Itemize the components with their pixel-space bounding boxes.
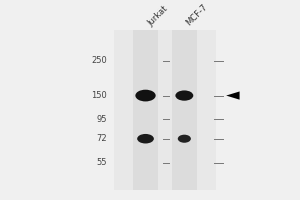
Text: MCF-7: MCF-7 [184,3,209,28]
Text: Jurkat: Jurkat [146,4,169,28]
Text: 250: 250 [91,56,107,65]
Ellipse shape [176,90,193,101]
Polygon shape [226,91,240,100]
Text: 150: 150 [91,91,107,100]
Text: 72: 72 [96,134,107,143]
Bar [172,30,197,190]
Bar [133,30,158,190]
Ellipse shape [178,135,191,143]
Ellipse shape [135,90,156,101]
Bar [114,30,216,190]
Ellipse shape [137,134,154,143]
Text: 95: 95 [96,115,107,124]
Text: 55: 55 [96,158,107,167]
